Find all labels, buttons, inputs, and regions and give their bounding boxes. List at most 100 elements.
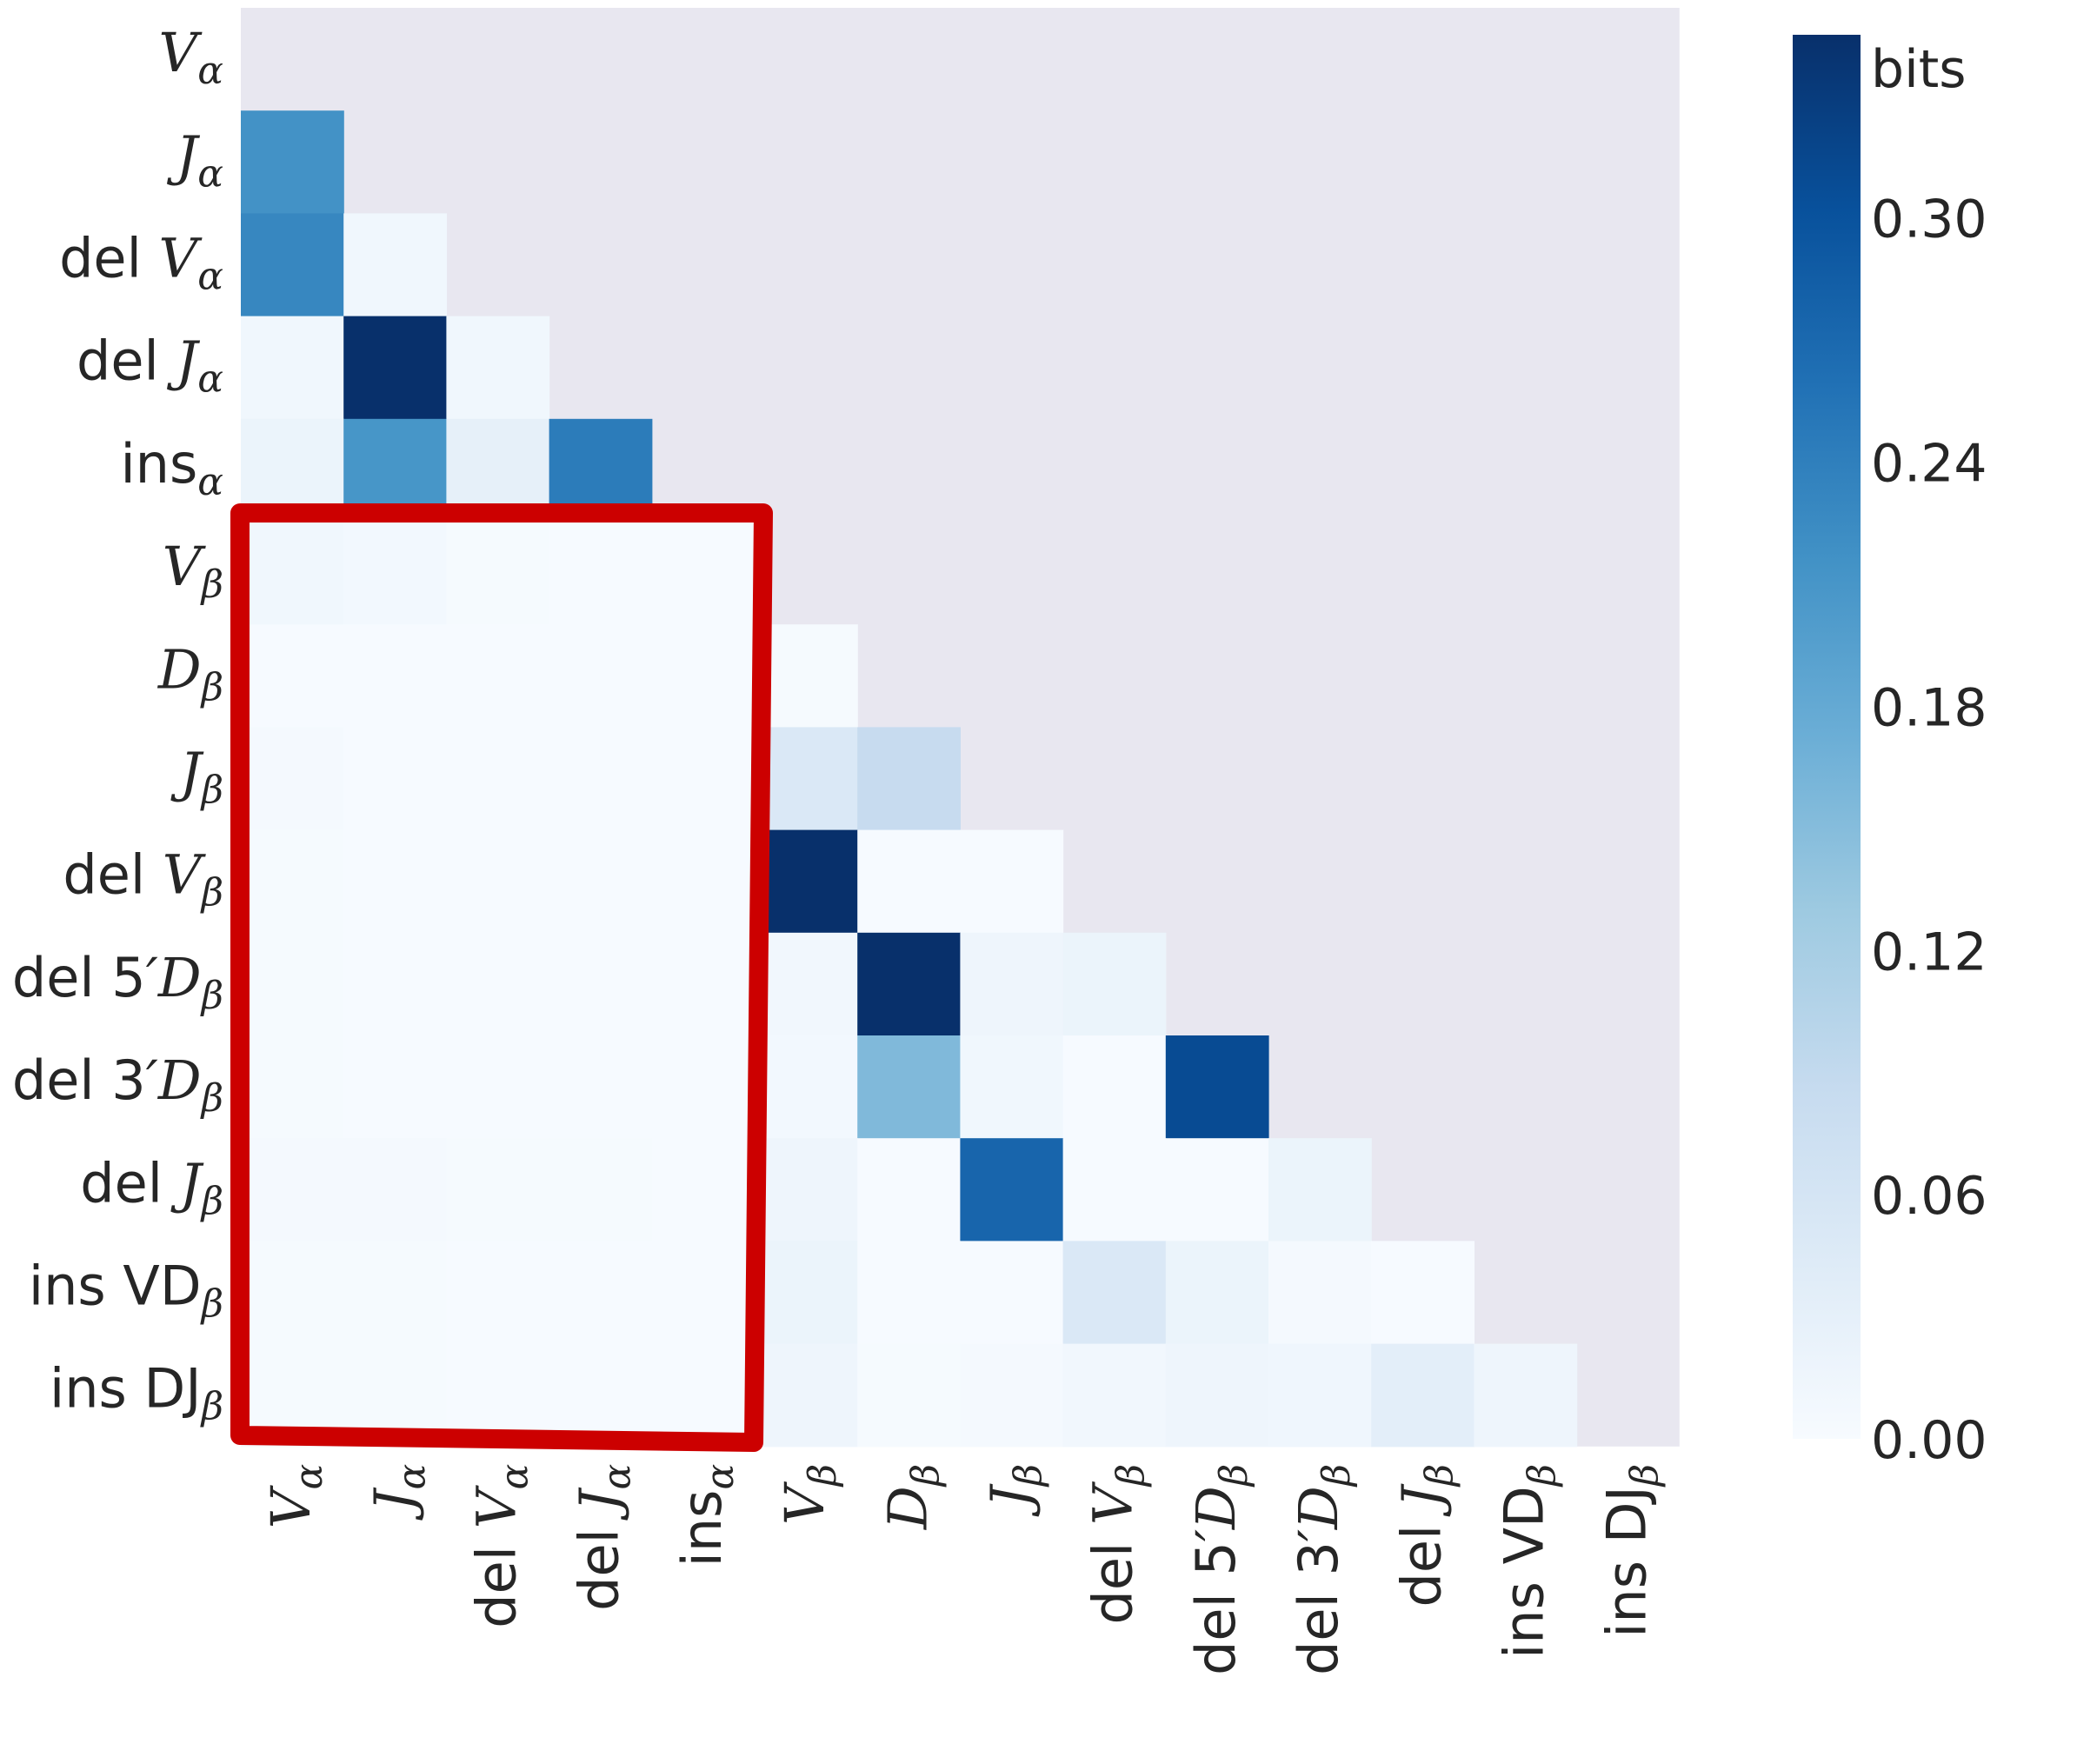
heatmap-cell	[857, 829, 961, 934]
x-tick-label: Jβ	[979, 1464, 1051, 1517]
heatmap-cell	[549, 1241, 653, 1345]
y-tick-label: Vβ	[163, 535, 223, 607]
y-tick-label: del Jβ	[80, 1151, 223, 1223]
y-tick-label: Vα	[159, 21, 224, 93]
colorbar-tick-label: 0.06	[1871, 1166, 1987, 1227]
heatmap-cell	[651, 1035, 756, 1139]
colorbar-tick-label: 0.30	[1871, 190, 1987, 250]
heatmap-cell	[241, 932, 344, 1036]
heatmap-cell	[960, 1138, 1064, 1241]
heatmap-cell	[549, 624, 653, 728]
heatmap-cell	[241, 213, 344, 317]
heatmap-cell	[651, 522, 756, 625]
heatmap-cell	[241, 522, 344, 625]
heatmap-cell	[241, 829, 344, 934]
heatmap-cell	[549, 1343, 653, 1448]
y-tick-label: Jβ	[170, 741, 223, 813]
x-tick-label: Vα	[259, 1464, 331, 1529]
x-tick-label: del 3′Dβ	[1287, 1464, 1359, 1675]
y-tick-label: del 5′Dβ	[12, 946, 223, 1018]
highlight-box-layer	[230, 503, 773, 1452]
heatmap-cell	[446, 316, 550, 420]
heatmap-cell	[446, 727, 550, 831]
heatmap-cell	[1268, 1343, 1372, 1448]
heatmap-cell	[549, 522, 653, 625]
heatmap-cell	[1371, 1241, 1475, 1345]
y-tick-label: ins DJβ	[50, 1357, 223, 1429]
x-tick-label: del Vα	[465, 1464, 537, 1628]
heatmap-cell	[446, 1035, 550, 1139]
heatmap-cell	[1371, 1343, 1475, 1448]
heatmap-cell	[343, 1138, 447, 1241]
colorbar-tick-label: 0.18	[1871, 677, 1987, 738]
heatmap-cell	[549, 1138, 653, 1241]
y-tick-label: Jα	[166, 123, 223, 196]
colorbar-tick-label: 0.24	[1871, 434, 1987, 495]
heatmap-cell	[755, 1343, 858, 1448]
heatmap-cell	[857, 1138, 961, 1241]
heatmap-cell	[651, 624, 756, 728]
heatmap-cell	[1062, 1138, 1167, 1241]
highlight-box	[230, 503, 773, 1452]
heatmap-cell	[857, 932, 961, 1036]
x-tick-label: del Jβ	[1389, 1464, 1461, 1608]
x-tick-label: Vβ	[773, 1464, 845, 1525]
heatmap-cell	[755, 1035, 858, 1139]
heatmap-cell	[241, 316, 344, 420]
colorbar-tick-label: 0.12	[1871, 922, 1987, 982]
heatmap-cell	[755, 829, 858, 934]
heatmap-cell	[446, 522, 550, 625]
heatmap-cell	[549, 932, 653, 1036]
heatmap-cell	[446, 1138, 550, 1241]
heatmap-cell	[1268, 1241, 1372, 1345]
heatmap-cell	[1165, 1035, 1269, 1139]
heatmap-cell	[857, 1241, 961, 1345]
heatmap-cell	[857, 1343, 961, 1448]
heatmap-cell	[651, 932, 756, 1036]
x-tick-labels: Vα Jα del Vα del Jα insα Vβ Dβ Jβ del Vβ del 5′Dβ…	[259, 1464, 1668, 1675]
heatmap-cells	[241, 8, 1680, 1448]
x-tick-label: insα	[670, 1464, 742, 1568]
heatmap-cell	[651, 727, 756, 831]
y-tick-label: del Vβ	[63, 843, 223, 915]
x-tick-label: del Jα	[568, 1464, 640, 1611]
heatmap-cell	[1062, 932, 1167, 1036]
heatmap-cell	[343, 316, 447, 420]
heatmap-cell	[1165, 1241, 1269, 1345]
heatmap-cell	[343, 213, 447, 317]
heatmap-cell	[241, 1035, 344, 1139]
heatmap-cell	[755, 932, 858, 1036]
x-tick-label: del Vβ	[1082, 1464, 1154, 1625]
heatmap-cell	[960, 932, 1064, 1036]
heatmap-cell	[1062, 1035, 1167, 1139]
heatmap-cell	[549, 727, 653, 831]
x-tick-label: Dβ	[875, 1464, 948, 1530]
heatmap-cell	[241, 727, 344, 831]
heatmap-cell	[446, 624, 550, 728]
y-tick-label: insα	[120, 432, 223, 504]
colorbar: bits 0.00 0.06 0.12 0.18 0.24 0.30	[1793, 35, 1987, 1471]
heatmap-cell	[343, 1241, 447, 1345]
heatmap-cell	[651, 1241, 756, 1345]
heatmap-cell	[651, 1138, 756, 1241]
heatmap-cell	[343, 829, 447, 934]
heatmap-cell	[343, 624, 447, 728]
heatmap-cell	[755, 727, 858, 831]
heatmap-cell	[857, 1035, 961, 1139]
x-tick-label: ins DJβ	[1595, 1464, 1668, 1638]
heatmap-cell	[241, 110, 344, 214]
heatmap-cell	[241, 1138, 344, 1241]
heatmap-cell	[343, 932, 447, 1036]
heatmap-cell	[343, 1035, 447, 1139]
x-tick-label: ins VDβ	[1493, 1464, 1565, 1659]
colorbar-tick-label: 0.00	[1871, 1410, 1987, 1471]
y-tick-label: del Jα	[77, 330, 223, 402]
heatmap-cell	[960, 829, 1064, 934]
heatmap-cell	[1474, 1343, 1578, 1448]
heatmap-cell	[755, 1138, 858, 1241]
y-tick-label: del Vα	[59, 227, 223, 299]
heatmap-cell	[343, 522, 447, 625]
heatmap-cell	[1062, 1241, 1167, 1345]
x-tick-label: del 5′Dβ	[1184, 1464, 1256, 1675]
